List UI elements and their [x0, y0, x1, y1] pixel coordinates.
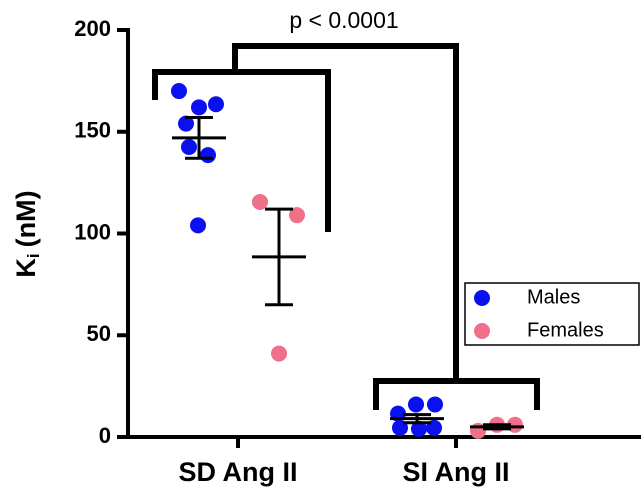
point	[181, 139, 197, 156]
p-value: p < 0.0001	[289, 7, 398, 33]
y-axis-label: Ki (nM)	[11, 190, 43, 277]
point	[411, 420, 427, 437]
point	[408, 396, 424, 413]
point	[208, 96, 224, 113]
legend-label: Males	[527, 286, 580, 308]
point	[271, 345, 287, 362]
x-tick-label: SI Ang II	[403, 457, 510, 487]
y-tick-label: 50	[87, 321, 111, 346]
y-tick-label: 100	[74, 219, 111, 244]
y-label-unit: (nM)	[11, 190, 41, 247]
point	[191, 99, 207, 116]
point	[427, 396, 443, 413]
legend-marker	[474, 323, 490, 339]
point	[171, 83, 187, 100]
point	[178, 115, 194, 132]
point	[200, 147, 216, 164]
point	[289, 207, 305, 224]
y-tick-label: 150	[74, 118, 111, 143]
point	[190, 217, 206, 234]
y-tick-label: 0	[99, 423, 111, 448]
legend-label: Females	[527, 319, 604, 341]
legend-box	[464, 282, 640, 346]
bracket-sd	[152, 69, 331, 232]
x-tick-label: SD Ang II	[179, 457, 298, 487]
bracket-si	[373, 378, 540, 410]
bracket-compare	[232, 43, 459, 381]
y-tick-label: 200	[74, 16, 111, 41]
brackets	[152, 43, 540, 410]
y-label-sub: i	[24, 253, 43, 258]
y-label-main: K	[11, 258, 41, 278]
point	[252, 193, 268, 210]
legend-marker	[474, 290, 490, 306]
